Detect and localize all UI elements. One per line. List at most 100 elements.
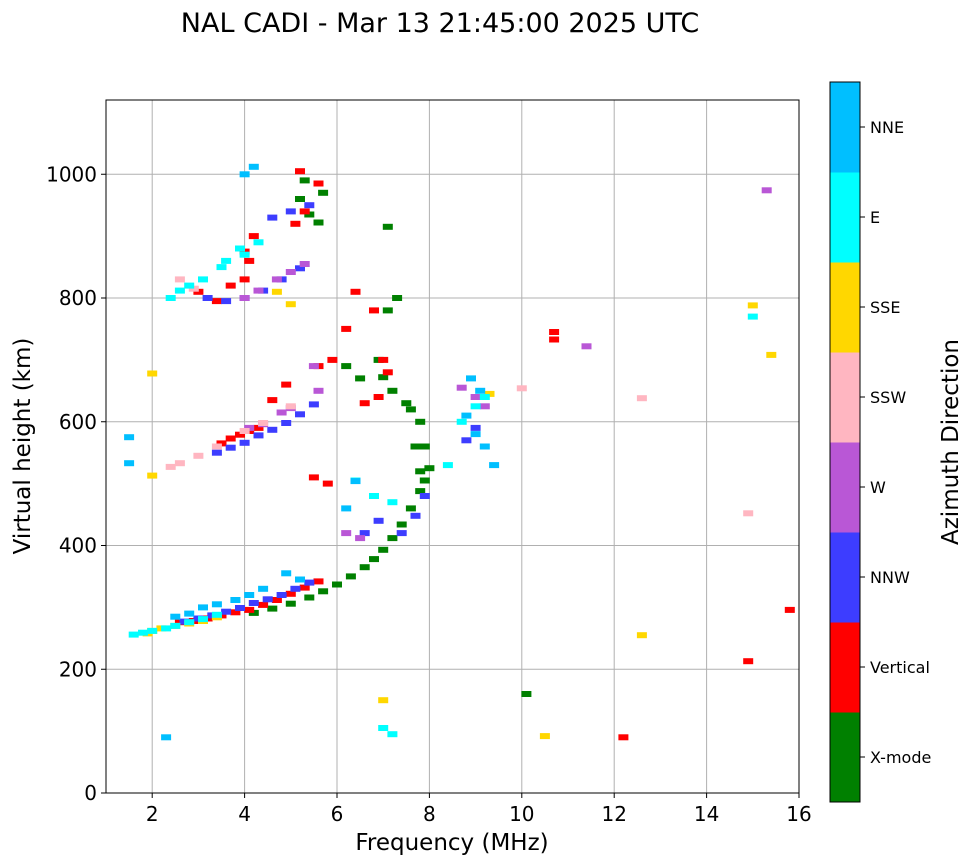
data-point <box>124 434 135 441</box>
series-sse <box>142 288 777 740</box>
y-tick-label: 800 <box>59 286 97 310</box>
data-point <box>170 622 181 629</box>
x-tick-label: 6 <box>331 802 344 826</box>
data-point <box>743 510 754 517</box>
series-e <box>128 239 758 738</box>
data-point <box>341 530 352 537</box>
data-point <box>295 411 305 418</box>
data-point <box>359 400 370 407</box>
data-point <box>184 610 195 617</box>
data-point <box>285 269 296 275</box>
series-w <box>239 187 772 542</box>
data-point <box>636 632 647 639</box>
colorbar-tick-label: NNW <box>870 568 910 587</box>
data-point <box>285 301 296 308</box>
data-point <box>415 488 426 495</box>
data-point <box>419 443 430 450</box>
data-point <box>147 627 158 634</box>
data-point <box>198 276 208 283</box>
data-point <box>211 443 222 450</box>
data-point <box>290 585 301 592</box>
colorbar-tick-label: SSE <box>870 298 900 317</box>
data-point <box>743 658 754 665</box>
data-point <box>184 619 195 626</box>
data-point <box>281 570 292 577</box>
data-point <box>262 596 273 603</box>
data-point <box>161 734 172 741</box>
data-point <box>484 390 495 397</box>
colorbar-tick-label: W <box>870 478 886 497</box>
data-point <box>355 375 366 382</box>
data-point <box>138 629 148 636</box>
data-point <box>369 493 379 499</box>
data-point <box>193 452 204 459</box>
data-point <box>221 298 232 305</box>
data-point <box>373 517 384 524</box>
data-point <box>211 298 222 305</box>
data-point <box>202 295 213 301</box>
data-point <box>442 462 453 469</box>
data-point <box>549 329 560 335</box>
data-point <box>248 163 259 170</box>
data-point <box>258 585 269 592</box>
data-point <box>299 177 310 184</box>
data-point <box>461 412 472 419</box>
data-point <box>521 691 532 697</box>
data-point <box>239 171 250 178</box>
data-point <box>248 600 259 606</box>
data-point <box>128 631 139 638</box>
data-point <box>415 468 426 475</box>
y-axis-label: Virtual height (km) <box>10 338 36 555</box>
data-point <box>267 397 278 404</box>
data-point <box>308 474 319 481</box>
data-point <box>299 261 310 267</box>
data-point <box>124 460 135 467</box>
data-point <box>198 616 208 623</box>
data-point <box>244 606 255 613</box>
data-point <box>350 288 361 295</box>
colorbar-frame <box>829 81 861 803</box>
colorbar-segment <box>830 262 860 353</box>
series-x-mode <box>248 177 532 697</box>
data-point <box>244 592 255 598</box>
data-point <box>147 472 158 479</box>
data-point <box>308 363 319 370</box>
data-point <box>235 245 245 252</box>
data-point <box>235 431 245 438</box>
data-point <box>193 288 204 295</box>
data-point <box>470 394 481 400</box>
data-point <box>369 307 379 314</box>
data-point <box>313 219 324 226</box>
data-point <box>410 443 421 450</box>
data-point <box>318 588 329 595</box>
data-point <box>401 400 412 407</box>
colorbar-segment <box>830 622 860 713</box>
data-point <box>248 233 259 240</box>
data-point <box>271 276 282 283</box>
data-point <box>747 302 758 309</box>
x-tick-label: 8 <box>423 802 436 826</box>
data-point <box>267 426 278 433</box>
data-point <box>304 594 315 601</box>
x-tick-label: 16 <box>786 802 811 826</box>
data-point <box>516 385 527 392</box>
data-point <box>378 374 389 381</box>
data-point <box>258 601 269 608</box>
data-point <box>456 418 467 425</box>
data-point <box>276 409 287 416</box>
colorbar-segment <box>830 352 860 443</box>
data-point <box>276 592 287 598</box>
data-point <box>396 521 407 528</box>
data-point <box>392 295 403 301</box>
y-tick-label: 400 <box>59 534 97 558</box>
data-point <box>304 579 315 586</box>
data-point <box>239 276 250 283</box>
data-point <box>387 731 398 738</box>
data-points <box>124 163 795 741</box>
data-point <box>239 439 250 446</box>
data-point <box>225 282 236 289</box>
data-point <box>267 605 278 612</box>
data-point <box>313 180 324 187</box>
data-point <box>341 505 352 512</box>
data-point <box>369 556 379 563</box>
